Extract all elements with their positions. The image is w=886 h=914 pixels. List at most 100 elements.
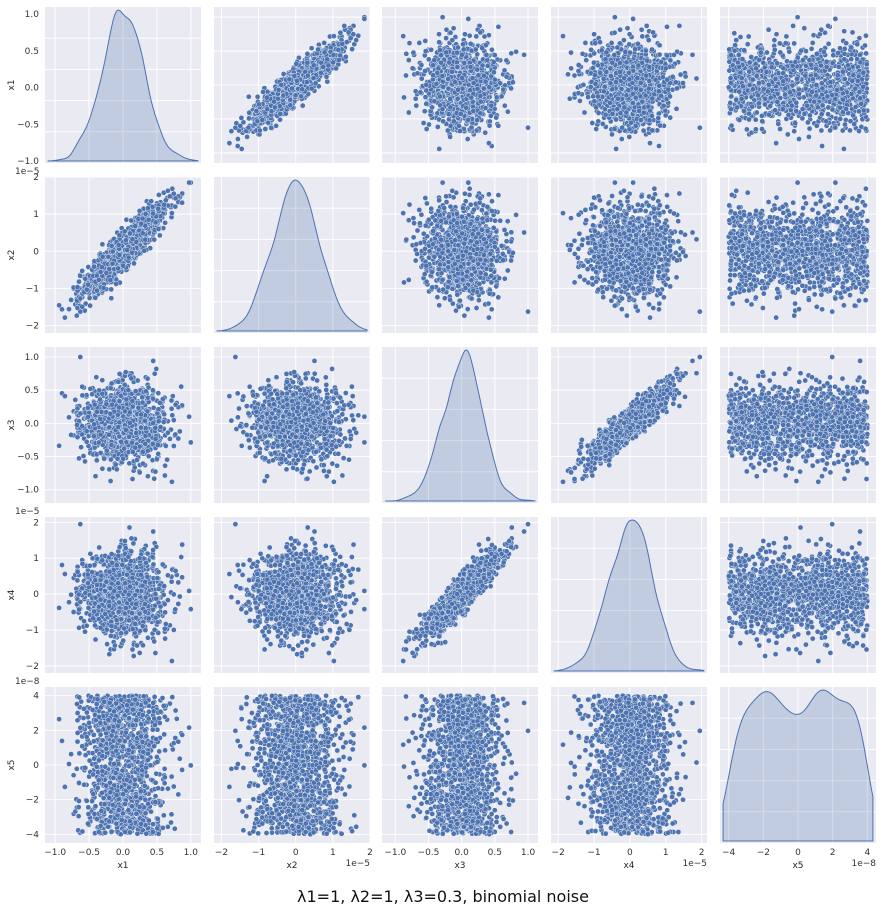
scatter-point	[326, 63, 331, 68]
scatter-point	[424, 101, 429, 106]
scatter-point	[246, 125, 251, 130]
scatter-point	[325, 57, 330, 62]
scatter-point	[239, 115, 244, 120]
scatter-point	[278, 111, 283, 116]
scatter-point	[475, 52, 480, 57]
scatter-point	[255, 119, 260, 124]
scatter-point	[441, 119, 446, 124]
scatter-point	[483, 130, 488, 135]
scatter-point	[338, 30, 343, 35]
scatter-point	[502, 103, 507, 108]
scatter-point	[647, 64, 652, 69]
scatter-point	[590, 120, 595, 125]
scatter-point	[514, 49, 519, 54]
scatter-point	[525, 125, 530, 130]
scatter-point	[480, 63, 485, 68]
scatter-point	[624, 110, 629, 115]
scatter-point	[484, 52, 489, 57]
scatter-point	[406, 110, 411, 115]
pairplot-grid: −1.0−0.50.00.51.0x1−2−1012x21e−5−1.0−0.5…	[7, 7, 876, 871]
scatter-point	[625, 26, 630, 31]
scatter-point	[639, 27, 644, 32]
scatter-point	[421, 120, 426, 125]
scatter-point	[272, 105, 277, 110]
scatter-point	[644, 23, 649, 28]
scatter-point	[247, 110, 252, 115]
scatter-point	[643, 48, 648, 53]
scatter-point	[401, 95, 406, 100]
scatter-point	[647, 141, 652, 146]
scatter-point	[670, 74, 675, 79]
panel-x1-x1: −1.0−0.50.00.51.0x1	[7, 7, 201, 167]
scatter-point	[434, 81, 439, 86]
scatter-point	[354, 38, 359, 43]
scatter-point	[599, 48, 604, 53]
scatter-point	[633, 86, 638, 91]
scatter-point	[576, 91, 581, 96]
scatter-point	[645, 58, 650, 63]
scatter-point	[694, 76, 699, 81]
scatter-point	[437, 48, 442, 53]
scatter-point	[446, 112, 451, 117]
scatter-point	[595, 94, 600, 99]
scatter-point	[592, 73, 597, 78]
scatter-point	[459, 52, 464, 57]
scatter-point	[309, 86, 314, 91]
scatter-point	[246, 94, 251, 99]
scatter-point	[608, 81, 613, 86]
scatter-point	[596, 119, 601, 124]
scatter-point	[617, 69, 622, 74]
scatter-point	[572, 73, 577, 78]
y-tick-label: 0.0	[25, 84, 40, 94]
scatter-point	[593, 41, 598, 46]
scatter-point	[256, 102, 261, 107]
scatter-point	[468, 64, 473, 69]
scatter-point	[651, 30, 656, 35]
scatter-point	[584, 58, 589, 63]
scatter-point	[509, 86, 514, 91]
scatter-point	[481, 73, 486, 78]
scatter-point	[343, 54, 348, 59]
scatter-point	[287, 77, 292, 82]
scatter-point	[593, 81, 598, 86]
scatter-point	[456, 123, 461, 128]
scatter-point	[677, 23, 682, 28]
scatter-point	[439, 53, 444, 58]
scatter-point	[667, 94, 672, 99]
scatter-point	[657, 83, 662, 88]
scatter-point	[437, 40, 442, 45]
scatter-point	[468, 41, 473, 46]
scatter-point	[568, 50, 573, 55]
scatter-point	[257, 128, 262, 133]
scatter-point	[640, 99, 645, 104]
scatter-point	[631, 16, 636, 21]
scatter-point	[311, 63, 316, 68]
scatter-point	[627, 32, 632, 37]
scatter-point	[331, 34, 336, 39]
scatter-point	[627, 50, 632, 55]
scatter-point	[627, 77, 632, 82]
scatter-point	[322, 50, 327, 55]
scatter-point	[460, 76, 465, 81]
scatter-point	[423, 38, 428, 43]
scatter-point	[439, 60, 444, 65]
scatter-point	[569, 66, 574, 71]
scatter-point	[281, 93, 286, 98]
scatter-point	[610, 60, 615, 65]
scatter-point	[457, 128, 462, 133]
scatter-point	[446, 76, 451, 81]
scatter-point	[334, 66, 339, 71]
scatter-point	[577, 98, 582, 103]
scatter-point	[429, 47, 434, 52]
scatter-point	[653, 77, 658, 82]
scatter-point	[406, 58, 411, 63]
scatter-point	[455, 87, 460, 92]
scatter-point	[491, 59, 496, 64]
scatter-point	[401, 34, 406, 39]
scatter-point	[271, 99, 276, 104]
scatter-point	[604, 50, 609, 55]
scatter-point	[622, 105, 627, 110]
y-axis-label-x1: x1	[7, 79, 17, 90]
scatter-point	[407, 41, 412, 46]
